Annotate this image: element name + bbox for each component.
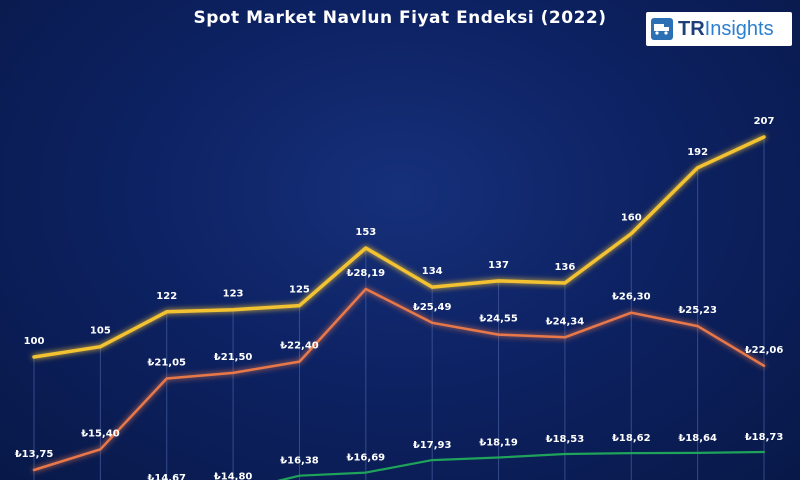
data-label-price-10: ₺26,30 [612,292,651,303]
gridlines [33,137,765,480]
data-label-exchange-11: ₺18,64 [678,433,717,444]
data-label-index-8: 137 [488,260,509,271]
data-label-price-8: ₺24,55 [479,314,518,325]
data-label-exchange-12: ₺18,73 [745,432,784,443]
logo-text-tr: TR [678,17,705,40]
data-label-price-5: ₺22,40 [280,341,319,352]
data-label-index-5: 125 [289,285,310,296]
data-label-price-9: ₺24,34 [546,316,585,327]
data-label-price-4: ₺21,50 [214,352,253,363]
data-label-index-2: 105 [90,326,111,337]
series-line-index [32,135,766,359]
data-label-index-7: 134 [422,266,443,277]
data-label-exchange-7: ₺17,93 [413,440,452,451]
logo-text-insights: Insights [704,17,774,40]
data-label-price-7: ₺25,49 [413,302,452,313]
data-label-exchange-10: ₺18,62 [612,433,651,444]
data-label-price-12: ₺22,06 [745,345,784,356]
data-label-index-1: 100 [24,336,45,347]
data-label-exchange-4: ₺14,80 [214,472,253,480]
tr-insights-logo: TR Insights [646,12,792,46]
data-label-index-9: 136 [554,262,575,273]
data-label-exchange-5: ₺16,38 [280,456,319,467]
data-label-index-4: 123 [223,289,244,300]
data-label-index-11: 192 [687,147,708,158]
data-labels: 100 105 122 123 125 153 134 137 136 160 192 207 ₺13,… [15,116,784,480]
truck-icon [651,18,673,40]
data-label-index-3: 122 [156,291,177,302]
data-label-index-6: 153 [355,227,376,238]
data-label-price-11: ₺25,23 [678,305,717,316]
data-label-price-3: ₺21,05 [147,357,186,368]
chart-title: Spot Market Navlun Fiyat Endeksi (2022) [193,8,607,28]
data-label-exchange-8: ₺18,19 [479,437,518,448]
data-label-price-2: ₺15,40 [81,428,120,439]
data-label-price-1: ₺13,75 [15,449,54,460]
data-label-price-6: ₺28,19 [347,268,386,279]
data-label-exchange-9: ₺18,53 [546,434,585,445]
series-lines [32,135,766,480]
series-line-exchange [276,450,766,480]
data-label-exchange-3: ₺14,67 [147,473,186,480]
data-label-index-10: 160 [621,213,642,224]
series-line-price [32,287,766,472]
data-label-index-12: 207 [754,116,775,127]
data-label-exchange-6: ₺16,69 [347,453,386,464]
